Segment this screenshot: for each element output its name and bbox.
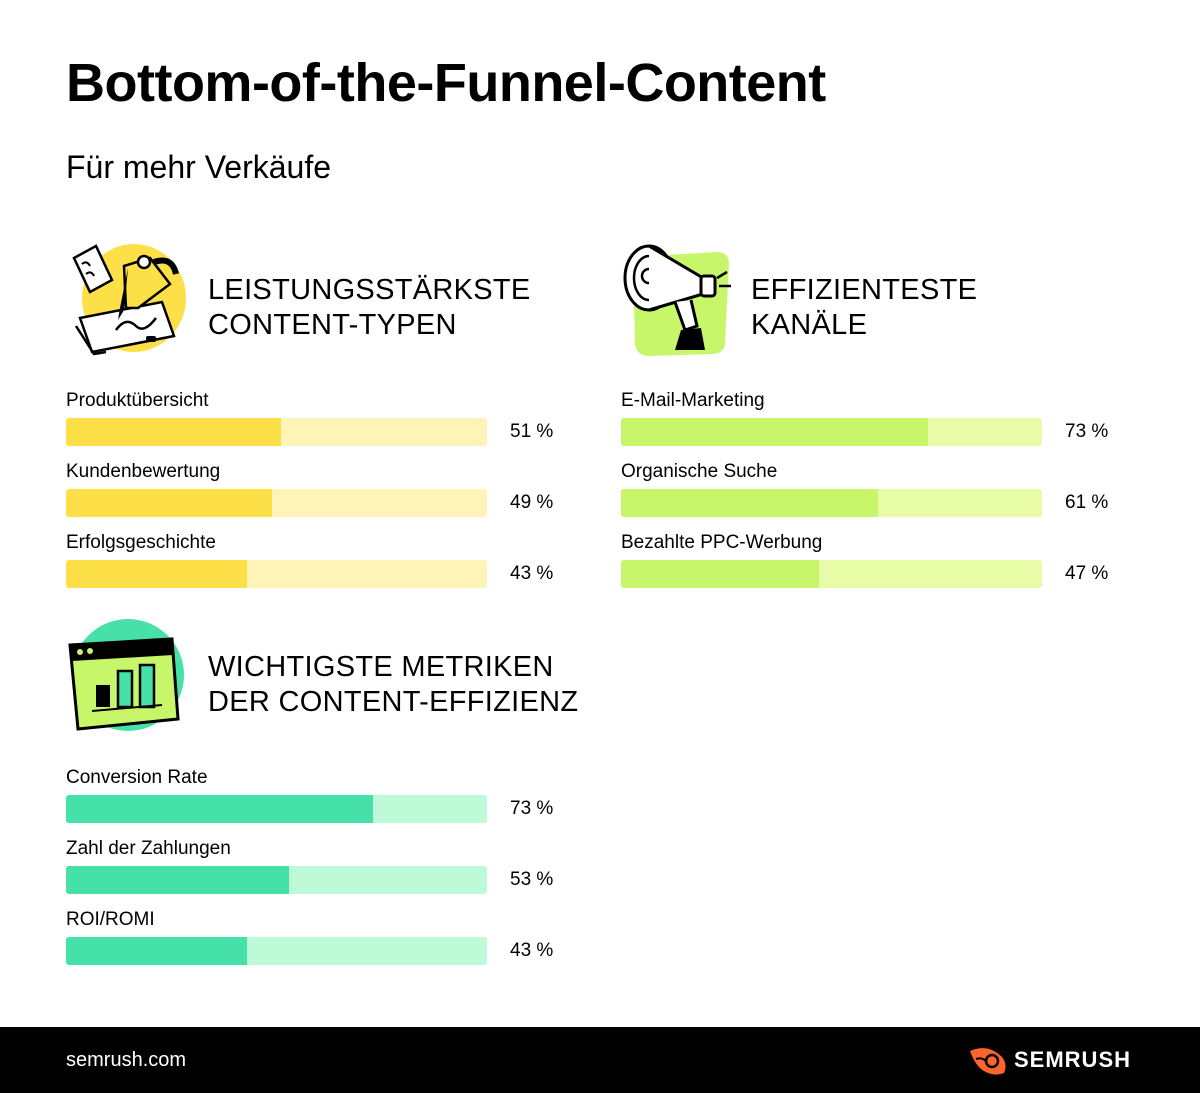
bar bbox=[66, 418, 281, 446]
heading-line-1: LEISTUNGSSTÄRKSTE bbox=[208, 274, 531, 306]
bar-row: Organische Suche 61 % bbox=[621, 461, 1121, 521]
bar-label: Bezahlte PPC-Werbung bbox=[621, 532, 823, 553]
bar-label: ROI/ROMI bbox=[66, 909, 155, 930]
bar-track bbox=[66, 937, 487, 965]
page-subtitle: Für mehr Verkäufe bbox=[66, 149, 331, 185]
bar-track bbox=[66, 795, 487, 823]
bar bbox=[66, 937, 248, 965]
bar-label: Produktübersicht bbox=[66, 390, 209, 411]
semrush-flame-icon bbox=[970, 1048, 1006, 1075]
section-content-types: LEISTUNGSSTÄRKSTE CONTENT-TYPEN Produktü… bbox=[66, 238, 586, 598]
bar-value-label: 51 % bbox=[510, 421, 554, 442]
bar-value-label: 49 % bbox=[510, 492, 554, 513]
bar-row: Kundenbewertung 49 % bbox=[66, 461, 566, 521]
footer-url[interactable]: semrush.com bbox=[66, 1049, 187, 1071]
megaphone-icon bbox=[623, 244, 731, 356]
bar-track bbox=[621, 418, 1042, 446]
brand-logo: SEMRUSH bbox=[968, 1045, 1131, 1075]
bar-track bbox=[66, 418, 487, 446]
bar bbox=[66, 795, 374, 823]
bar-label: Kundenbewertung bbox=[66, 461, 221, 482]
bar-row: Bezahlte PPC-Werbung 47 % bbox=[621, 532, 1121, 592]
bar bbox=[66, 866, 290, 894]
bar-row: Conversion Rate 73 % bbox=[66, 767, 566, 827]
bar bbox=[66, 560, 248, 588]
bar-row: Erfolgsgeschichte 43 % bbox=[66, 532, 566, 592]
section-heading: EFFIZIENTESTE KANÄLE bbox=[751, 273, 977, 343]
bar-value-label: 73 % bbox=[1065, 421, 1109, 442]
bar-value-label: 53 % bbox=[510, 869, 554, 890]
bar-chart-window-icon bbox=[68, 619, 184, 731]
pencil-hand-icon bbox=[72, 244, 186, 356]
section-channels: EFFIZIENTESTE KANÄLE E-Mail-Marketing 73 … bbox=[621, 238, 1141, 598]
brand-name: SEMRUSH bbox=[1014, 1047, 1132, 1072]
section-metrics: WICHTIGSTE METRIKEN DER CONTENT-EFFIZIEN… bbox=[66, 615, 586, 975]
section-heading: WICHTIGSTE METRIKEN DER CONTENT-EFFIZIEN… bbox=[208, 650, 578, 720]
bar-track bbox=[621, 489, 1042, 517]
page-title: Bottom-of-the-Funnel-Content bbox=[66, 53, 826, 113]
bar-label: Conversion Rate bbox=[66, 767, 208, 788]
bar bbox=[66, 489, 273, 517]
heading-line-2: CONTENT-TYPEN bbox=[208, 309, 457, 341]
bar-row: Produktübersicht 51 % bbox=[66, 390, 566, 450]
bar-label: Erfolgsgeschichte bbox=[66, 532, 216, 553]
bar-value-label: 47 % bbox=[1065, 563, 1109, 584]
bar-value-label: 43 % bbox=[510, 563, 554, 584]
bar bbox=[621, 418, 929, 446]
bar-value-label: 61 % bbox=[1065, 492, 1109, 513]
bar-track bbox=[66, 489, 487, 517]
bar-label: Organische Suche bbox=[621, 461, 778, 482]
heading-line-1: WICHTIGSTE METRIKEN bbox=[208, 651, 554, 683]
bar-track bbox=[66, 866, 487, 894]
section-heading: LEISTUNGSSTÄRKSTE CONTENT-TYPEN bbox=[208, 273, 531, 343]
footer-bar: semrush.com SEMRUSH bbox=[0, 1027, 1200, 1093]
bar-label: E-Mail-Marketing bbox=[621, 390, 765, 411]
bar-row: Zahl der Zahlungen 53 % bbox=[66, 838, 566, 898]
bar bbox=[621, 489, 878, 517]
bar-track bbox=[66, 560, 487, 588]
bar bbox=[621, 560, 819, 588]
bar-value-label: 43 % bbox=[510, 940, 554, 961]
bar-row: E-Mail-Marketing 73 % bbox=[621, 390, 1121, 450]
bar-value-label: 73 % bbox=[510, 798, 554, 819]
heading-line-2: DER CONTENT-EFFIZIENZ bbox=[208, 686, 579, 718]
heading-line-2: KANÄLE bbox=[751, 309, 868, 341]
bar-track bbox=[621, 560, 1042, 588]
bar-label: Zahl der Zahlungen bbox=[66, 838, 231, 859]
heading-line-1: EFFIZIENTESTE bbox=[751, 274, 978, 306]
bar-row: ROI/ROMI 43 % bbox=[66, 909, 566, 969]
